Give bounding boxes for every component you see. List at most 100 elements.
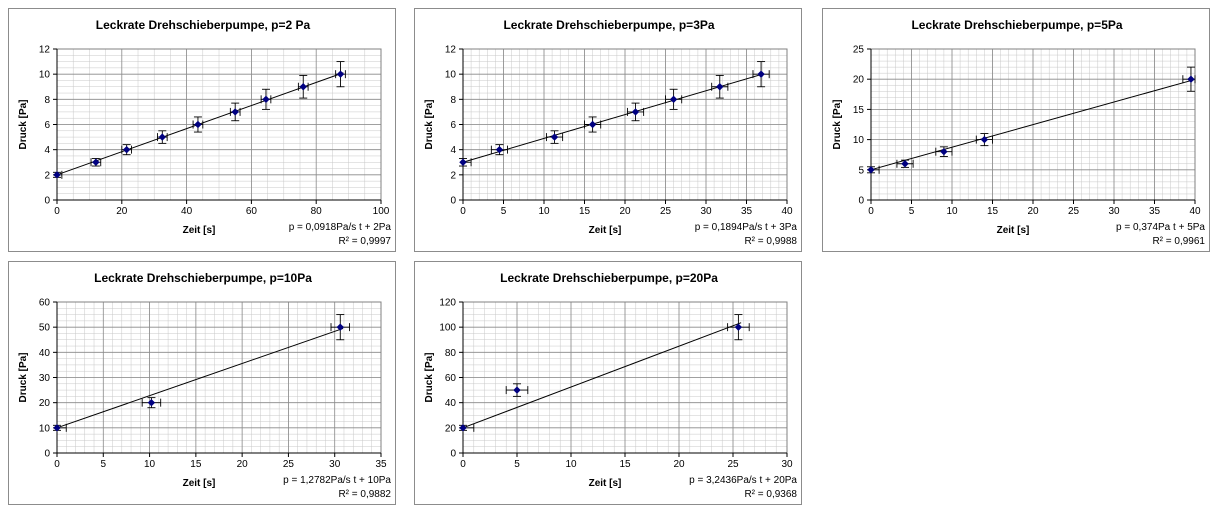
x-tick-label: 40 [181, 206, 193, 217]
x-tick-label: 80 [311, 206, 323, 217]
data-point [631, 108, 640, 116]
y-tick-label: 40 [39, 348, 51, 359]
x-tick-label: 30 [1108, 206, 1120, 217]
x-axis-label: Zeit [s] [589, 225, 622, 236]
data-point [867, 166, 875, 174]
y-tick-label: 20 [445, 423, 457, 434]
y-axis-label: Druck [Pa] [832, 99, 843, 149]
x-tick-label: 20 [619, 206, 631, 217]
data-point [92, 158, 100, 166]
y-tick-label: 10 [445, 70, 457, 81]
data-point [669, 95, 678, 104]
x-tick-label: 0 [460, 206, 466, 217]
trendline [462, 73, 765, 163]
y-tick-label: 100 [439, 323, 456, 334]
x-tick-label: 20 [116, 206, 128, 217]
y-axis-label: Druck [Pa] [424, 99, 435, 149]
y-tick-label: 10 [39, 70, 51, 81]
error-bar [626, 102, 645, 122]
y-tick-label: 0 [858, 196, 864, 207]
y-tick-label: 2 [450, 170, 456, 181]
x-tick-label: 15 [579, 206, 591, 217]
chart-svg-5: Leckrate Drehschieberpumpe, p=20Pa 0 5 10 15… [424, 271, 797, 500]
trendline-equation: p = 0,0918Pa/s t + 2Pa [289, 222, 392, 233]
r-squared-label: R² = 0,9997 [338, 236, 391, 247]
trendline [56, 327, 344, 429]
r-squared-label: R² = 0,9988 [744, 236, 797, 247]
data-point [513, 386, 521, 394]
y-tick-label: 6 [450, 120, 456, 131]
x-tick-label: 40 [1189, 206, 1201, 217]
x-tick-label: 5 [909, 206, 915, 217]
x-tick-label: 35 [741, 206, 753, 217]
error-bar [141, 397, 162, 409]
data-point [734, 323, 743, 331]
chart-svg-1: Leckrate Drehschieberpumpe, p=2 Pa 0 20 40 6… [18, 18, 392, 247]
chart-panel-5: Leckrate Drehschieberpumpe, p=20Pa 0 5 10 15… [414, 261, 802, 505]
y-axis-label: Druck [Pa] [18, 99, 29, 149]
y-tick-label: 2 [44, 170, 50, 181]
chart-title: Leckrate Drehschieberpumpe, p=5Pa [911, 18, 1122, 32]
data-point [336, 70, 345, 78]
data-point [53, 424, 61, 432]
y-tick-label: 6 [44, 120, 50, 131]
chart-svg-2: Leckrate Drehschieberpumpe, p=3Pa 0 5 10 15 2… [424, 18, 798, 247]
r-squared-label: R² = 0,9368 [744, 489, 797, 500]
data-point [122, 145, 131, 154]
y-tick-label: 20 [39, 398, 51, 409]
error-bar [330, 314, 350, 341]
chart-panel-1: Leckrate Drehschieberpumpe, p=2 Pa 0 20 40 6… [8, 8, 396, 252]
chart-panel-2: Leckrate Drehschieberpumpe, p=3Pa 0 5 10 15 2… [414, 8, 802, 252]
y-axis-label: Druck [Pa] [424, 352, 435, 402]
r-squared-label: R² = 0,9882 [338, 489, 391, 500]
x-tick-label: 15 [619, 459, 631, 470]
y-tick-label: 10 [39, 423, 51, 434]
x-tick-label: 15 [987, 206, 999, 217]
data-point [459, 424, 467, 432]
x-tick-label: 10 [565, 459, 577, 470]
data-point [901, 160, 909, 168]
x-tick-label: 0 [54, 459, 60, 470]
x-tick-label: 30 [700, 206, 712, 217]
trendline-equation: p = 0,1894Pa/s t + 3Pa [695, 222, 798, 233]
data-point [336, 323, 344, 331]
x-axis-label: Zeit [s] [183, 478, 216, 489]
y-axis-label: Druck [Pa] [18, 352, 29, 402]
x-tick-label: 0 [460, 459, 466, 470]
x-tick-label: 0 [868, 206, 874, 217]
chart-title: Leckrate Drehschieberpumpe, p=20Pa [500, 271, 718, 285]
x-tick-label: 25 [660, 206, 672, 217]
chart-panel-3: Leckrate Drehschieberpumpe, p=5Pa 0 5 10 15 2… [822, 8, 1210, 252]
data-point [231, 108, 239, 116]
data-point [940, 147, 948, 156]
data-point [757, 70, 765, 78]
data-point [459, 158, 467, 166]
data-point [262, 95, 270, 104]
chart-svg-4: Leckrate Drehschieberpumpe, p=10Pa 0 5 10 15… [18, 271, 391, 500]
x-tick-label: 30 [781, 459, 793, 470]
x-tick-label: 10 [144, 459, 156, 470]
x-tick-label: 10 [946, 206, 958, 217]
data-point [1187, 75, 1195, 83]
x-tick-label: 25 [283, 459, 295, 470]
y-tick-label: 25 [853, 45, 865, 56]
y-tick-label: 60 [39, 298, 51, 309]
y-tick-label: 50 [39, 323, 51, 334]
y-tick-label: 8 [44, 95, 50, 106]
y-tick-label: 12 [39, 45, 51, 56]
chart-title: Leckrate Drehschieberpumpe, p=2 Pa [96, 18, 311, 32]
x-tick-label: 5 [501, 206, 507, 217]
y-tick-label: 60 [445, 373, 457, 384]
trendline [462, 322, 742, 429]
trendline-equation: p = 0,374Pa t + 5Pa [1116, 222, 1205, 233]
y-tick-label: 30 [39, 373, 51, 384]
chart-panel-4: Leckrate Drehschieberpumpe, p=10Pa 0 5 10 15… [8, 261, 396, 505]
y-tick-label: 15 [853, 105, 865, 116]
x-tick-label: 30 [329, 459, 341, 470]
x-axis-label: Zeit [s] [183, 225, 216, 236]
y-tick-label: 8 [450, 95, 456, 106]
data-point [53, 171, 61, 179]
trendline [870, 79, 1195, 171]
error-bar [975, 133, 993, 147]
x-tick-label: 0 [54, 206, 60, 217]
